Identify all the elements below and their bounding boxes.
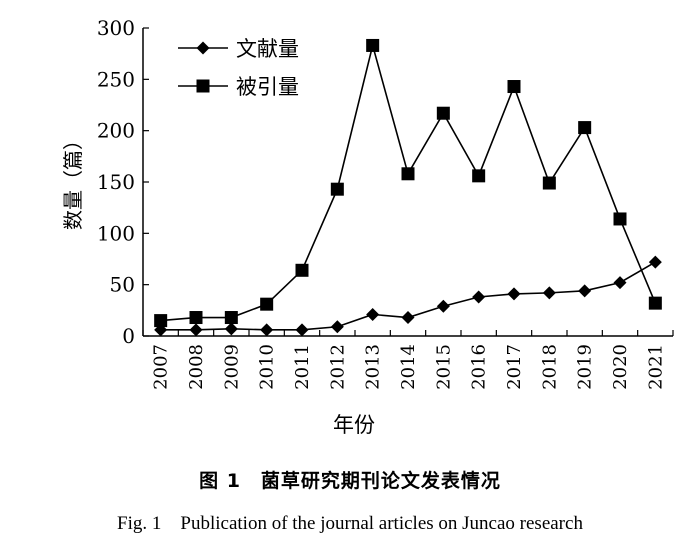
x-tick-label: 2012 [327,344,348,390]
x-ticks: 2007 2008 2009 2010 2011 2012 2013 2014 2015 2016… [142,330,674,390]
x-tick-label: 2016 [469,344,490,390]
data-point [154,314,168,328]
figure-caption-chinese: 图 1 菌草研究期刊论文发表情况 [199,470,501,492]
y-tick-label: 300 [97,16,135,40]
data-point [224,322,238,336]
data-point [401,311,415,325]
x-tick-label: 2020 [610,344,631,390]
data-point [295,263,309,277]
legend-label: 文献量 [236,37,299,61]
y-tick-label: 50 [110,273,135,297]
data-point [189,323,203,337]
data-point [472,169,486,183]
series-line [160,42,657,322]
data-point [366,307,380,321]
y-tick-label: 150 [97,170,135,194]
legend-marker [196,79,210,93]
data-point [436,106,450,120]
data-point [189,311,203,325]
data-point [578,284,592,298]
series-citations [154,38,662,328]
legend-label: 被引量 [236,75,299,99]
data-point [507,80,521,94]
x-tick-label: 2010 [257,344,278,390]
y-tick-label: 250 [97,67,135,91]
x-tick-label: 2021 [645,344,666,390]
data-point [260,297,274,311]
x-tick-label: 2009 [221,344,242,390]
x-tick-label: 2014 [398,344,419,390]
figure-caption-english: Fig. 1 Publication of the journal articl… [117,513,583,534]
y-axis-label: 数量（篇） [61,130,85,230]
data-point [295,323,309,337]
y-tick-label: 100 [97,221,135,245]
x-tick-label: 2015 [433,344,454,390]
data-point [330,320,344,334]
legend-marker [196,41,210,55]
series-group [154,38,662,337]
x-tick-label: 2007 [151,344,172,390]
x-tick-label: 2018 [539,344,560,390]
data-point [613,212,627,226]
data-point [472,290,486,304]
data-point [366,38,380,52]
x-tick-label: 2013 [363,344,384,390]
data-point [648,255,662,269]
data-point [330,182,344,196]
y-tick-label: 200 [97,119,135,143]
data-point [401,167,415,181]
x-axis-label: 年份 [333,413,375,437]
y-tick-label: 0 [122,324,135,348]
x-tick-label: 2017 [504,344,525,390]
x-tick-label: 2011 [292,344,313,390]
data-point [578,121,592,135]
data-point [613,276,627,290]
x-tick-label: 2008 [186,344,207,390]
data-point [507,287,521,301]
data-point [436,299,450,313]
data-point [542,286,556,300]
data-point [542,176,556,190]
data-point [260,323,274,337]
axes [142,28,673,337]
y-ticks: 0 50 100 150 200 250 300 [97,16,149,348]
series-publications [154,255,662,337]
x-tick-label: 2019 [575,344,596,390]
data-point [648,296,662,310]
data-point [224,311,238,325]
